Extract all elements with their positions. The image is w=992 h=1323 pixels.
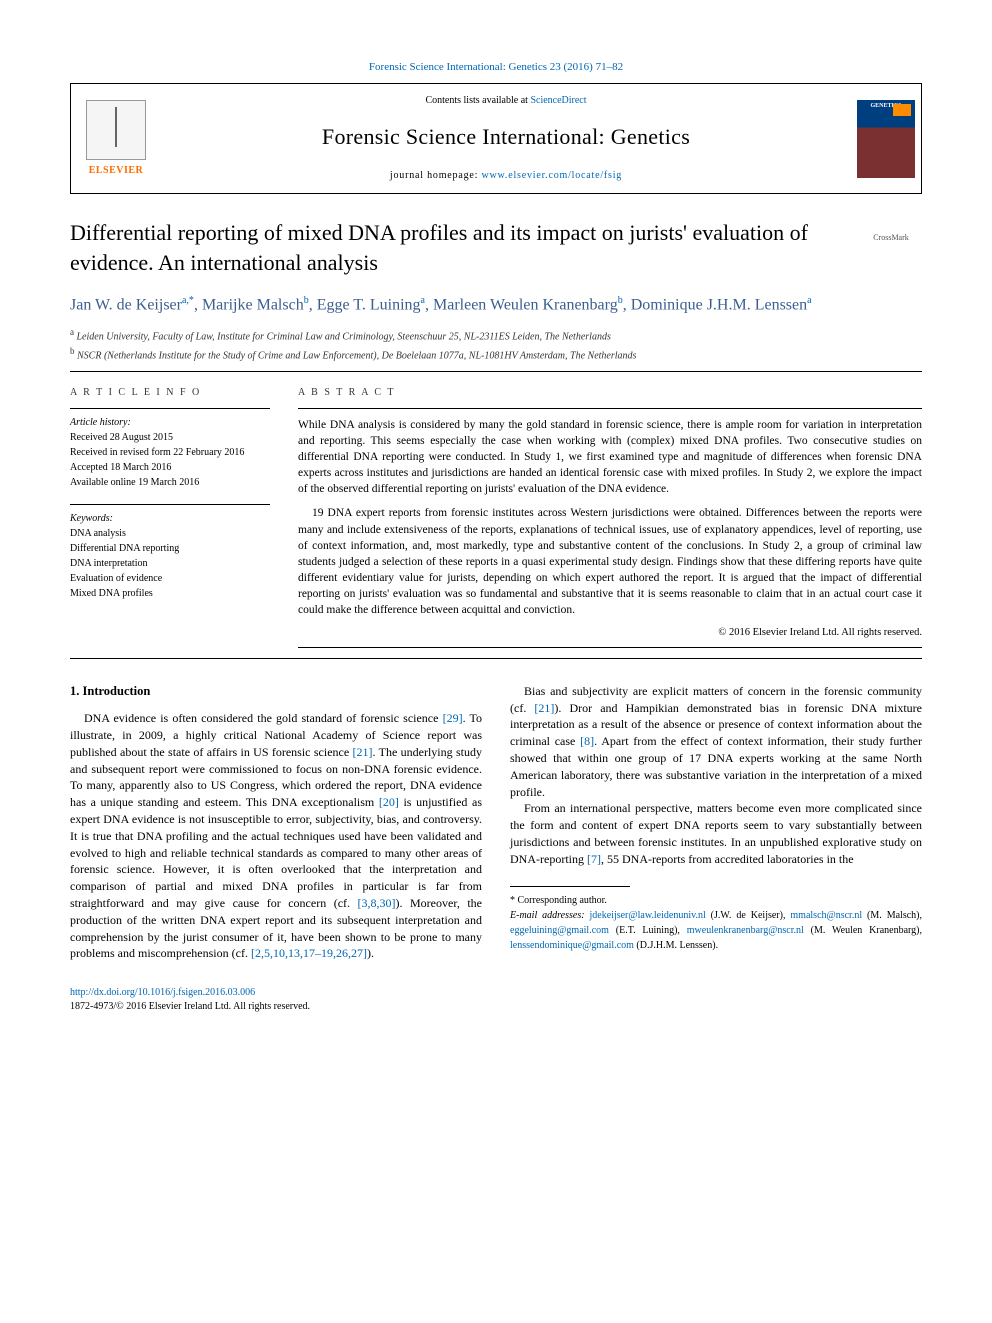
email-name: (E.T. Luining), [609,925,687,936]
article-title: Differential reporting of mixed DNA prof… [70,218,922,277]
footnote-rule [510,886,630,887]
info-divider [70,504,270,505]
keyword: DNA analysis [70,526,270,541]
email-name: (J.W. de Keijser), [706,910,791,921]
email-name: (M. Malsch), [862,910,922,921]
authors-line: Jan W. de Keijsera,*, Marijke Malschb, E… [70,294,922,317]
abstract-bottom-rule [298,647,922,648]
author-2-aff: b [304,295,309,306]
keyword: Differential DNA reporting [70,541,270,556]
elsevier-tree-icon [86,100,146,160]
page-root: Forensic Science International: Genetics… [0,0,992,1054]
homepage-url[interactable]: www.elsevier.com/locate/fsig [482,170,623,181]
doi-link[interactable]: http://dx.doi.org/10.1016/j.fsigen.2016.… [70,986,922,1000]
email-link[interactable]: eggeluining@gmail.com [510,925,609,936]
abstract-paragraph: 19 DNA expert reports from forensic inst… [298,505,922,618]
author-1-aff: a,* [182,295,194,306]
abstract-column: A B S T R A C T While DNA analysis is co… [298,386,922,648]
citation-line: Forensic Science International: Genetics… [70,60,922,75]
ref-link[interactable]: [7] [587,852,601,866]
journal-title: Forensic Science International: Genetics [169,122,843,153]
history-line: Accepted 18 March 2016 [70,460,270,475]
email-name: (D.J.H.M. Lenssen). [634,940,718,951]
corresponding-author: * Corresponding author. [510,893,922,908]
email-label: E-mail addresses: [510,910,590,921]
homepage-prefix: journal homepage: [390,170,482,181]
history-label: Article history: [70,415,270,430]
abstract-divider [298,408,922,409]
email-link[interactable]: lenssendominique@gmail.com [510,940,634,951]
body-text: , 55 DNA-reports from accredited laborat… [601,852,854,866]
cover-label: GENETICS [870,102,901,110]
affiliation-a: a Leiden University, Faculty of Law, Ins… [70,326,922,344]
divider-rule [70,371,922,372]
elsevier-wordmark: ELSEVIER [89,164,144,178]
body-text: DNA evidence is often considered the gol… [84,711,443,725]
author-4-aff: b [618,295,623,306]
ref-link[interactable]: [21] [534,701,554,715]
journal-cover-thumb: GENETICS [851,84,921,193]
header-center: Contents lists available at ScienceDirec… [161,84,851,193]
elsevier-logo: ELSEVIER [71,84,161,193]
ref-link[interactable]: [2,5,10,13,17–19,26,27] [251,946,367,960]
email-link[interactable]: mweulenkranenbarg@nscr.nl [687,925,804,936]
keyword: Evaluation of evidence [70,571,270,586]
ref-link[interactable]: [20] [379,795,399,809]
author-2: Marijke Malsch [202,296,304,313]
email-name: (M. Weulen Kranenbarg), [804,925,922,936]
email-link[interactable]: mmalsch@nscr.nl [790,910,862,921]
body-text: ). [367,946,374,960]
keywords-label: Keywords: [70,511,270,526]
author-3: Egge T. Luining [317,296,421,313]
contents-lists-line: Contents lists available at ScienceDirec… [169,94,843,108]
keywords-block: Keywords: DNA analysis Differential DNA … [70,511,270,601]
history-line: Available online 19 March 2016 [70,475,270,490]
contents-prefix: Contents lists available at [425,95,530,106]
ref-link[interactable]: [21] [353,745,373,759]
abstract-heading: A B S T R A C T [298,386,922,400]
section-1-heading: 1. Introduction [70,683,482,701]
author-5-aff: a [807,295,811,306]
body-top-rule [70,658,922,659]
body-two-column: 1. Introduction DNA evidence is often co… [70,683,922,962]
email-addresses: E-mail addresses: jdekeijser@law.leidenu… [510,908,922,953]
journal-header-box: ELSEVIER Contents lists available at Sci… [70,83,922,194]
crossmark-label: CrossMark [873,233,909,242]
keyword: DNA interpretation [70,556,270,571]
cover-image-icon: GENETICS [857,100,915,178]
article-history-block: Article history: Received 28 August 2015… [70,415,270,490]
crossmark-badge[interactable]: CrossMark [860,218,922,248]
keyword: Mixed DNA profiles [70,586,270,601]
article-title-text: Differential reporting of mixed DNA prof… [70,220,808,275]
info-divider [70,408,270,409]
history-line: Received 28 August 2015 [70,430,270,445]
affiliation-b-text: NSCR (Netherlands Institute for the Stud… [77,350,636,361]
abstract-paragraph: While DNA analysis is considered by many… [298,417,922,497]
abstract-copyright: © 2016 Elsevier Ireland Ltd. All rights … [298,626,922,641]
issn-copyright: 1872-4973/© 2016 Elsevier Ireland Ltd. A… [70,1000,922,1014]
body-paragraph: DNA evidence is often considered the gol… [70,710,482,962]
ref-link[interactable]: [29] [443,711,463,725]
author-5: Dominique J.H.M. Lenssen [631,296,807,313]
affiliation-a-text: Leiden University, Faculty of Law, Insti… [77,332,611,343]
ref-link[interactable]: [3,8,30] [358,896,396,910]
ref-link[interactable]: [8] [580,734,594,748]
history-line: Received in revised form 22 February 201… [70,445,270,460]
footer-block: http://dx.doi.org/10.1016/j.fsigen.2016.… [70,986,922,1014]
affiliations: a Leiden University, Faculty of Law, Ins… [70,326,922,363]
article-info-column: A R T I C L E I N F O Article history: R… [70,386,270,648]
author-3-aff: a [421,295,425,306]
article-info-heading: A R T I C L E I N F O [70,386,270,400]
sciencedirect-link[interactable]: ScienceDirect [530,95,586,106]
body-paragraph: Bias and subjectivity are explicit matte… [510,683,922,801]
author-1: Jan W. de Keijser [70,296,182,313]
email-link[interactable]: jdekeijser@law.leidenuniv.nl [590,910,706,921]
footnotes-block: * Corresponding author. E-mail addresses… [510,893,922,953]
body-paragraph: From an international perspective, matte… [510,800,922,867]
info-abstract-row: A R T I C L E I N F O Article history: R… [70,386,922,648]
affiliation-b: b NSCR (Netherlands Institute for the St… [70,345,922,363]
journal-homepage-line: journal homepage: www.elsevier.com/locat… [169,169,843,183]
author-4: Marleen Weulen Kranenbarg [433,296,618,313]
